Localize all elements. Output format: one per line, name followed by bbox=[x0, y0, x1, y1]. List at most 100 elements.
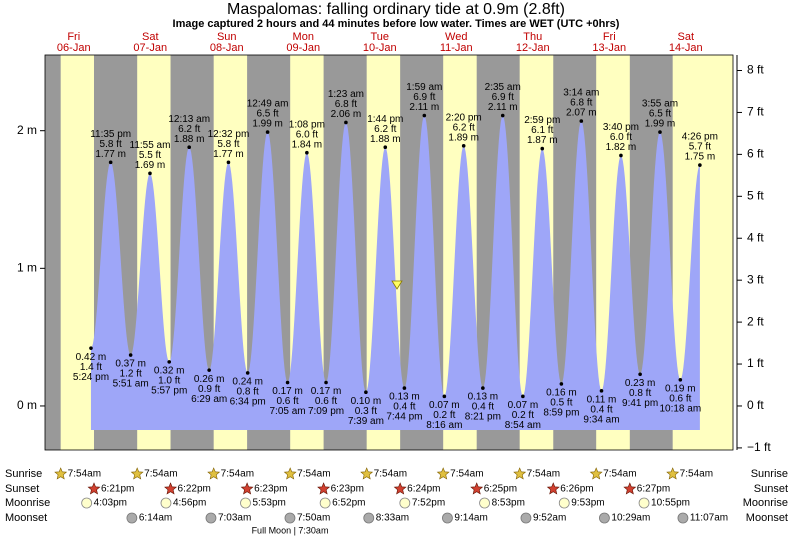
sunrise-time: 7:54am bbox=[374, 469, 407, 480]
tide-height-ft: 5.7 ft bbox=[689, 142, 711, 153]
y2-tick-label: 2 ft bbox=[747, 314, 764, 328]
tide-time: 9:41 pm bbox=[622, 398, 658, 409]
tide-time: 7:39 am bbox=[348, 416, 384, 427]
tide-point bbox=[226, 160, 231, 165]
tide-height-ft: 1.2 ft bbox=[120, 369, 142, 380]
tide-height-ft: 6.2 ft bbox=[178, 124, 200, 135]
tide-point bbox=[698, 163, 702, 167]
y2-tick-label: 6 ft bbox=[747, 147, 764, 161]
date-label: 08-Jan bbox=[210, 42, 244, 54]
y2-tick-label: 4 ft bbox=[747, 230, 764, 244]
moonrise-icon bbox=[81, 497, 93, 509]
moonset-time: 11:07am bbox=[690, 513, 728, 524]
sunset-time: 6:23pm bbox=[331, 484, 364, 495]
tide-height-ft: 1.0 ft bbox=[158, 376, 180, 387]
moonrise-time: 4:56pm bbox=[173, 498, 206, 509]
tide-point bbox=[619, 153, 623, 158]
tide-height-ft: 0.6 ft bbox=[315, 396, 337, 407]
date-label: 13-Jan bbox=[592, 42, 626, 54]
tide-time: 4:26 pm bbox=[682, 132, 718, 143]
tide-time: 1:59 am bbox=[406, 82, 442, 93]
plot-frame bbox=[44, 54, 734, 451]
tide-time: 2:35 am bbox=[485, 82, 521, 93]
tide-height-ft: 0.6 ft bbox=[276, 396, 298, 407]
tide-point bbox=[540, 146, 545, 151]
tide-area bbox=[90, 115, 700, 430]
tide-point bbox=[364, 390, 368, 394]
sunset-icon bbox=[393, 482, 407, 495]
y2-tick-label: 5 ft bbox=[747, 188, 764, 202]
tide-point bbox=[128, 353, 133, 357]
sunrise-time: 7:54am bbox=[527, 469, 560, 480]
tide-point bbox=[305, 150, 309, 155]
moonset-icon bbox=[599, 512, 610, 524]
tide-height-ft: 5.8 ft bbox=[217, 139, 239, 150]
moonset-time: 9:14am bbox=[454, 513, 487, 524]
tide-height-ft: 6.2 ft bbox=[453, 122, 475, 133]
moonrise-time: 6:52pm bbox=[332, 498, 365, 509]
tide-point bbox=[559, 382, 564, 386]
moonset-icon bbox=[126, 512, 138, 524]
tide-time: 12:13 am bbox=[168, 114, 210, 125]
tide-time: 1:44 pm bbox=[367, 114, 403, 125]
tide-height-ft: 0.2 ft bbox=[512, 410, 534, 421]
tide-height-m: 2.06 m bbox=[331, 109, 362, 120]
tide-height-m: 1.89 m bbox=[448, 132, 479, 143]
tide-point bbox=[324, 380, 328, 385]
tide-point bbox=[108, 160, 113, 165]
tide-height-m: 0.26 m bbox=[194, 374, 225, 385]
date-label: 09-Jan bbox=[286, 42, 320, 54]
moonset-time: 8:33am bbox=[376, 513, 409, 524]
sunrise-icon bbox=[666, 467, 680, 480]
sunset-icon bbox=[546, 482, 560, 495]
tide-time: 3:14 am bbox=[563, 88, 599, 99]
tide-point bbox=[638, 372, 642, 377]
tide-height-ft: 6.8 ft bbox=[570, 98, 592, 109]
weekday-label: Sun bbox=[217, 31, 237, 43]
weekday-label: Sat bbox=[677, 31, 694, 43]
tide-height-ft: 0.3 ft bbox=[355, 406, 377, 417]
sunset-time: 6:22pm bbox=[178, 484, 211, 495]
date-label: 11-Jan bbox=[440, 42, 473, 54]
tide-point bbox=[422, 113, 427, 118]
tide-point bbox=[461, 144, 466, 148]
sunset-icon bbox=[317, 482, 331, 495]
sunrise-icon bbox=[589, 467, 603, 480]
weekday-label: Fri bbox=[67, 31, 80, 43]
tide-time: 12:32 pm bbox=[208, 129, 250, 140]
tide-time: 2:20 pm bbox=[446, 112, 482, 123]
tide-height-ft: 1.4 ft bbox=[80, 362, 102, 373]
current-marker bbox=[391, 280, 403, 290]
tide-point bbox=[678, 378, 683, 382]
sunset-time: 6:21pm bbox=[101, 484, 134, 495]
tide-height-ft: 5.8 ft bbox=[100, 139, 122, 150]
tide-point bbox=[402, 386, 407, 390]
moonrise-icon bbox=[319, 497, 331, 509]
tide-height-m: 0.17 m bbox=[272, 386, 303, 397]
tide-time: 7:44 pm bbox=[386, 412, 422, 423]
moonrise-icon bbox=[479, 497, 490, 509]
tide-time: 1:08 pm bbox=[289, 119, 325, 130]
row-label: Moonset bbox=[746, 512, 788, 524]
chart-subtitle: Image captured 2 hours and 44 minutes be… bbox=[173, 18, 620, 30]
tide-height-m: 2.11 m bbox=[409, 102, 439, 113]
moonset-icon bbox=[363, 512, 375, 524]
tide-height-m: 0.42 m bbox=[76, 352, 107, 363]
row-label: Sunset bbox=[754, 483, 788, 495]
sunrise-time: 7:54am bbox=[68, 469, 101, 480]
tide-time: 7:05 am bbox=[270, 406, 306, 417]
tide-height-m: 0.23 m bbox=[625, 378, 656, 389]
moonrise-icon bbox=[638, 497, 650, 509]
date-label: 06-Jan bbox=[57, 42, 91, 54]
weekday-label: Fri bbox=[603, 31, 616, 43]
moonrise-icon bbox=[160, 497, 172, 509]
tide-height-ft: 5.5 ft bbox=[139, 150, 161, 161]
tide-time: 5:57 pm bbox=[151, 386, 187, 397]
tide-height-m: 1.69 m bbox=[135, 160, 166, 171]
tide-time: 12:49 am bbox=[247, 99, 289, 110]
weekday-label: Thu bbox=[523, 31, 542, 43]
sunrise-time: 7:54am bbox=[144, 469, 177, 480]
tide-height-ft: 6.5 ft bbox=[256, 109, 278, 120]
tide-height-ft: 0.9 ft bbox=[198, 384, 220, 395]
sunrise-time: 7:54am bbox=[603, 469, 636, 480]
